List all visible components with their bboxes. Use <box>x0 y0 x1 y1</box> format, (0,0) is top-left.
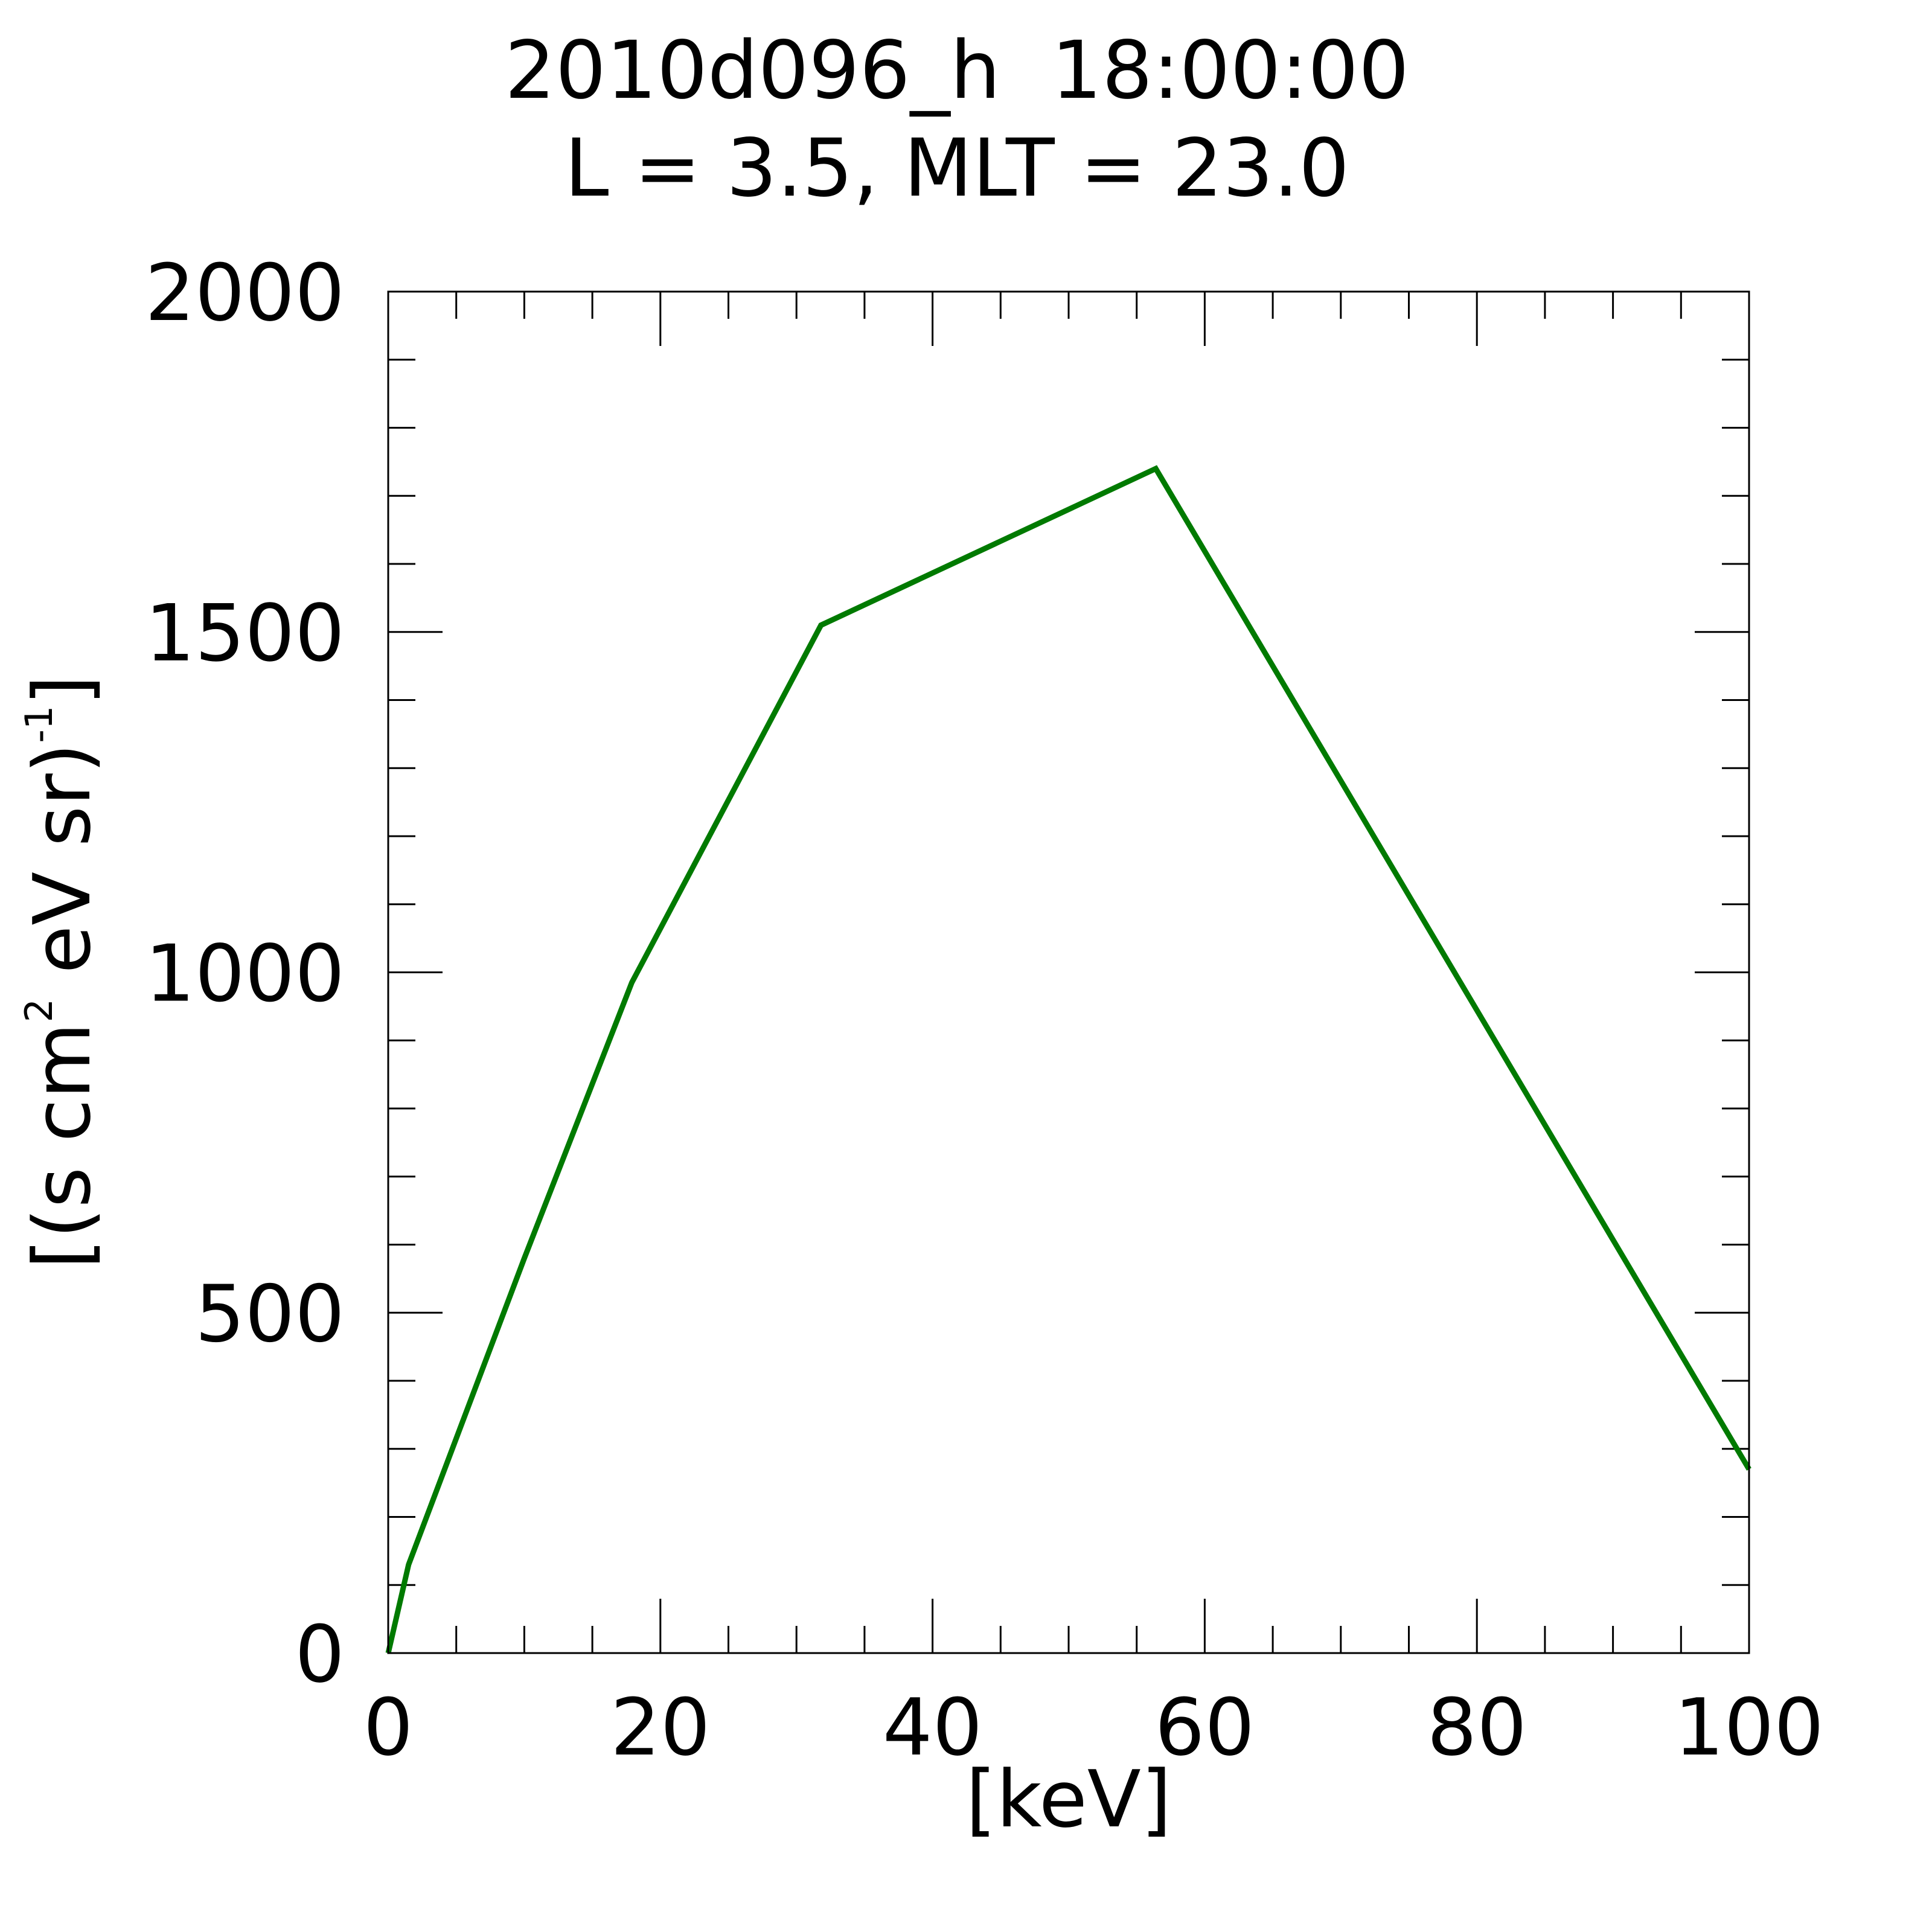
x-tick-label: 20 <box>610 1681 710 1773</box>
y-tick-label: 1000 <box>145 928 345 1020</box>
x-tick-label: 80 <box>1427 1681 1526 1773</box>
x-tick-label: 40 <box>883 1681 982 1773</box>
x-axis-label: [keV] <box>966 1753 1172 1845</box>
x-tick-label: 0 <box>363 1681 414 1773</box>
y-tick-label: 2000 <box>145 247 345 339</box>
y-tick-label: 0 <box>295 1608 345 1700</box>
y-axis-label-close: ] <box>16 675 108 706</box>
y-axis-label-sup-1: 2 <box>17 999 61 1022</box>
y-axis-label: [(s cm2 eV sr)-1] <box>16 675 108 1269</box>
plot-frame <box>387 290 1750 1654</box>
y-axis-label-open: [(s cm <box>16 1022 108 1269</box>
chart-title: 2010d096_h 18:00:00 <box>505 24 1409 117</box>
x-tick-label: 60 <box>1155 1681 1255 1773</box>
y-axis-label-mid: eV sr) <box>16 743 108 999</box>
series-line <box>385 465 1751 1654</box>
y-tick-label: 1500 <box>145 587 345 679</box>
y-axis-label-sup-2: -1 <box>17 706 61 743</box>
y-tick-label: 500 <box>195 1268 345 1360</box>
x-tick-label: 100 <box>1674 1681 1824 1773</box>
chart-subtitle: L = 3.5, MLT = 23.0 <box>565 122 1349 215</box>
